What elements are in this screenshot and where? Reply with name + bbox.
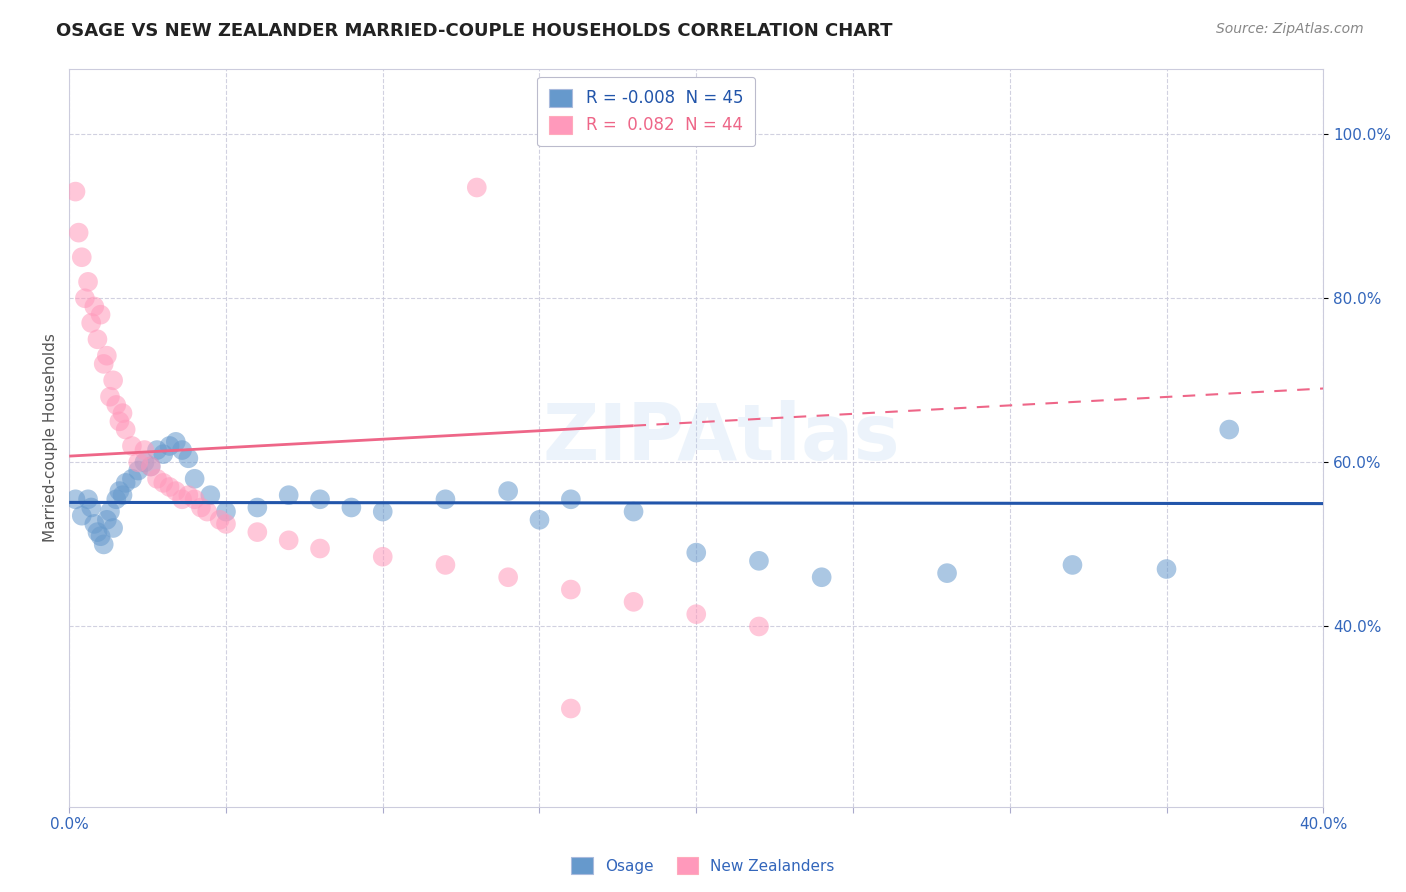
Osage — [152, 447, 174, 461]
New Zealanders — [86, 332, 108, 346]
Osage — [101, 521, 124, 535]
Osage — [623, 505, 645, 519]
New Zealanders — [108, 414, 131, 428]
New Zealanders — [208, 513, 231, 527]
New Zealanders — [90, 308, 112, 322]
New Zealanders — [96, 349, 118, 363]
Osage — [111, 488, 134, 502]
New Zealanders — [215, 516, 238, 531]
Osage — [200, 488, 222, 502]
Osage — [340, 500, 363, 515]
Osage — [1156, 562, 1178, 576]
Osage — [172, 443, 194, 458]
Osage — [177, 451, 200, 466]
Osage — [434, 492, 457, 507]
New Zealanders — [190, 500, 212, 515]
Osage — [86, 525, 108, 540]
Osage — [165, 434, 187, 449]
Text: OSAGE VS NEW ZEALANDER MARRIED-COUPLE HOUSEHOLDS CORRELATION CHART: OSAGE VS NEW ZEALANDER MARRIED-COUPLE HO… — [56, 22, 893, 40]
Osage — [127, 464, 149, 478]
New Zealanders — [685, 607, 707, 622]
New Zealanders — [748, 619, 770, 633]
New Zealanders — [246, 525, 269, 540]
New Zealanders — [177, 488, 200, 502]
Osage — [93, 537, 115, 551]
Osage — [114, 475, 136, 490]
Osage — [65, 492, 87, 507]
Text: ZIPAtlas: ZIPAtlas — [543, 400, 900, 475]
New Zealanders — [172, 492, 194, 507]
Osage — [1218, 423, 1240, 437]
Osage — [105, 492, 128, 507]
New Zealanders — [183, 492, 205, 507]
Osage — [134, 455, 156, 469]
Text: Source: ZipAtlas.com: Source: ZipAtlas.com — [1216, 22, 1364, 37]
Osage — [936, 566, 959, 581]
New Zealanders — [73, 291, 96, 305]
Osage — [371, 505, 394, 519]
New Zealanders — [146, 472, 169, 486]
New Zealanders — [623, 595, 645, 609]
Osage — [496, 484, 519, 499]
Osage — [146, 443, 169, 458]
Osage — [90, 529, 112, 543]
Osage — [70, 508, 93, 523]
New Zealanders — [105, 398, 128, 412]
Osage — [96, 513, 118, 527]
Osage — [83, 516, 105, 531]
New Zealanders — [121, 439, 143, 453]
New Zealanders — [65, 185, 87, 199]
New Zealanders — [159, 480, 181, 494]
New Zealanders — [496, 570, 519, 584]
New Zealanders — [80, 316, 103, 330]
New Zealanders — [277, 533, 299, 548]
New Zealanders — [67, 226, 90, 240]
New Zealanders — [309, 541, 332, 556]
New Zealanders — [70, 250, 93, 264]
Osage — [560, 492, 582, 507]
Osage — [159, 439, 181, 453]
New Zealanders — [83, 300, 105, 314]
Osage — [98, 505, 121, 519]
Osage — [77, 492, 100, 507]
Osage — [139, 459, 162, 474]
New Zealanders — [101, 373, 124, 387]
Osage — [748, 554, 770, 568]
Osage — [277, 488, 299, 502]
Legend: R = -0.008  N = 45, R =  0.082  N = 44: R = -0.008 N = 45, R = 0.082 N = 44 — [537, 77, 755, 146]
New Zealanders — [139, 459, 162, 474]
Osage — [108, 484, 131, 499]
Osage — [121, 472, 143, 486]
New Zealanders — [195, 505, 218, 519]
New Zealanders — [98, 390, 121, 404]
New Zealanders — [152, 475, 174, 490]
New Zealanders — [560, 582, 582, 597]
Osage — [183, 472, 205, 486]
New Zealanders — [111, 406, 134, 420]
Osage — [215, 505, 238, 519]
Osage — [246, 500, 269, 515]
Osage — [685, 546, 707, 560]
Osage — [529, 513, 551, 527]
New Zealanders — [371, 549, 394, 564]
New Zealanders — [434, 558, 457, 572]
Y-axis label: Married-couple Households: Married-couple Households — [44, 334, 58, 542]
New Zealanders — [114, 423, 136, 437]
Osage — [810, 570, 832, 584]
New Zealanders — [134, 443, 156, 458]
New Zealanders — [93, 357, 115, 371]
Osage — [1062, 558, 1084, 572]
Osage — [80, 500, 103, 515]
New Zealanders — [465, 180, 488, 194]
New Zealanders — [77, 275, 100, 289]
Legend: Osage, New Zealanders: Osage, New Zealanders — [565, 851, 841, 880]
Osage — [309, 492, 332, 507]
New Zealanders — [560, 701, 582, 715]
New Zealanders — [127, 455, 149, 469]
New Zealanders — [165, 484, 187, 499]
